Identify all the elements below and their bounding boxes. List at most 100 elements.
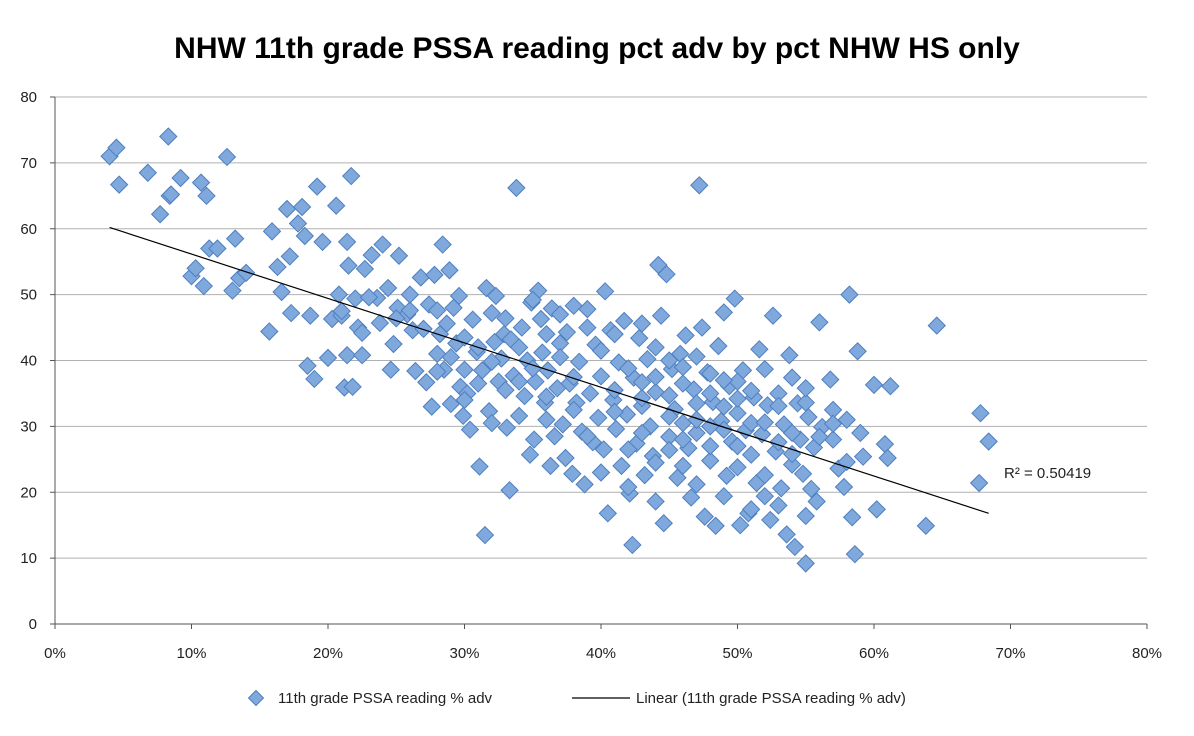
data-point [515, 386, 534, 406]
data-point [881, 376, 900, 396]
data-point [453, 406, 473, 426]
data-point [799, 407, 818, 427]
data-point [318, 348, 338, 368]
data-point [526, 372, 545, 391]
legend: 11th grade PSSA reading % adv Linear (11… [247, 689, 906, 707]
data-point [700, 364, 720, 383]
data-point [728, 436, 747, 456]
data-point [550, 305, 570, 324]
x-tick-label: 40% [586, 645, 616, 662]
data-point [575, 475, 594, 494]
data-point [580, 384, 600, 403]
data-point [425, 265, 444, 285]
data-point [595, 282, 615, 301]
x-tick-label: 20% [313, 645, 343, 662]
data-point [796, 393, 815, 412]
data-point [632, 388, 652, 408]
data-point [623, 535, 642, 555]
data-point [714, 486, 734, 506]
data-point [362, 245, 381, 265]
data-point [731, 515, 750, 535]
data-point [455, 328, 474, 347]
y-tick-label: 70 [20, 155, 37, 172]
trendline [109, 226, 989, 514]
legend-series-label: 11th grade PSSA reading % adv [278, 690, 493, 707]
data-point [307, 177, 327, 196]
data-point [660, 407, 679, 426]
data-point [823, 414, 843, 433]
data-point [537, 324, 556, 344]
data-point [927, 316, 946, 335]
y-tick-label: 10 [20, 550, 37, 567]
data-point [687, 475, 706, 494]
data-point [619, 359, 638, 378]
data-point [197, 186, 216, 206]
data-point [437, 314, 456, 333]
data-point [700, 384, 720, 403]
data-point [225, 229, 245, 248]
data-point [807, 492, 826, 511]
data-point [520, 445, 540, 464]
data-point [512, 318, 532, 337]
data-point [298, 356, 317, 375]
data-point [619, 477, 638, 497]
data-point [578, 318, 597, 337]
data-point [692, 318, 712, 337]
data-point [441, 347, 461, 367]
data-point [440, 261, 459, 280]
data-point [651, 306, 671, 325]
data-point [638, 349, 657, 369]
data-point [673, 357, 693, 377]
data-point [878, 448, 897, 468]
data-point [161, 185, 181, 204]
data-point [690, 176, 709, 195]
data-point [840, 285, 859, 304]
legend-trendline-label: Linear (11th grade PSSA reading % adv) [636, 690, 906, 707]
data-point [550, 347, 570, 367]
data-point [769, 496, 788, 515]
data-point [714, 397, 734, 416]
data-point [709, 336, 728, 356]
data-point [614, 311, 634, 331]
data-point [979, 432, 998, 451]
data-point [605, 324, 624, 344]
data-point [635, 465, 654, 485]
x-tick-label: 50% [722, 645, 752, 662]
data-point [288, 214, 308, 233]
data-point [537, 410, 556, 429]
data-point [463, 310, 482, 329]
data-point [427, 301, 447, 320]
data-point [557, 322, 577, 342]
data-point [714, 371, 734, 390]
data-point [470, 457, 489, 476]
data-point [646, 382, 665, 402]
data-point [191, 173, 211, 192]
data-point [851, 423, 870, 443]
data-point [969, 473, 989, 493]
x-tick-label: 80% [1132, 645, 1162, 662]
x-tick-label: 0% [44, 645, 66, 662]
data-point [785, 537, 805, 557]
data-point [821, 370, 840, 389]
data-point [537, 387, 556, 406]
data-point [384, 334, 403, 354]
data-point [496, 309, 515, 328]
data-point [591, 341, 611, 360]
data-point [352, 323, 372, 343]
data-point [780, 346, 799, 365]
data-point [845, 544, 865, 564]
data-point [564, 296, 583, 316]
data-point [755, 486, 775, 506]
data-point [700, 451, 720, 470]
data-point [109, 175, 129, 194]
data-point [606, 419, 626, 439]
data-point [217, 147, 237, 167]
data-point [714, 303, 734, 322]
data-point [373, 235, 392, 254]
data-points [100, 127, 998, 573]
data-point [646, 338, 665, 357]
data-point [695, 507, 714, 526]
data-point [138, 163, 158, 182]
data-point [292, 197, 312, 217]
data-point [837, 410, 856, 429]
